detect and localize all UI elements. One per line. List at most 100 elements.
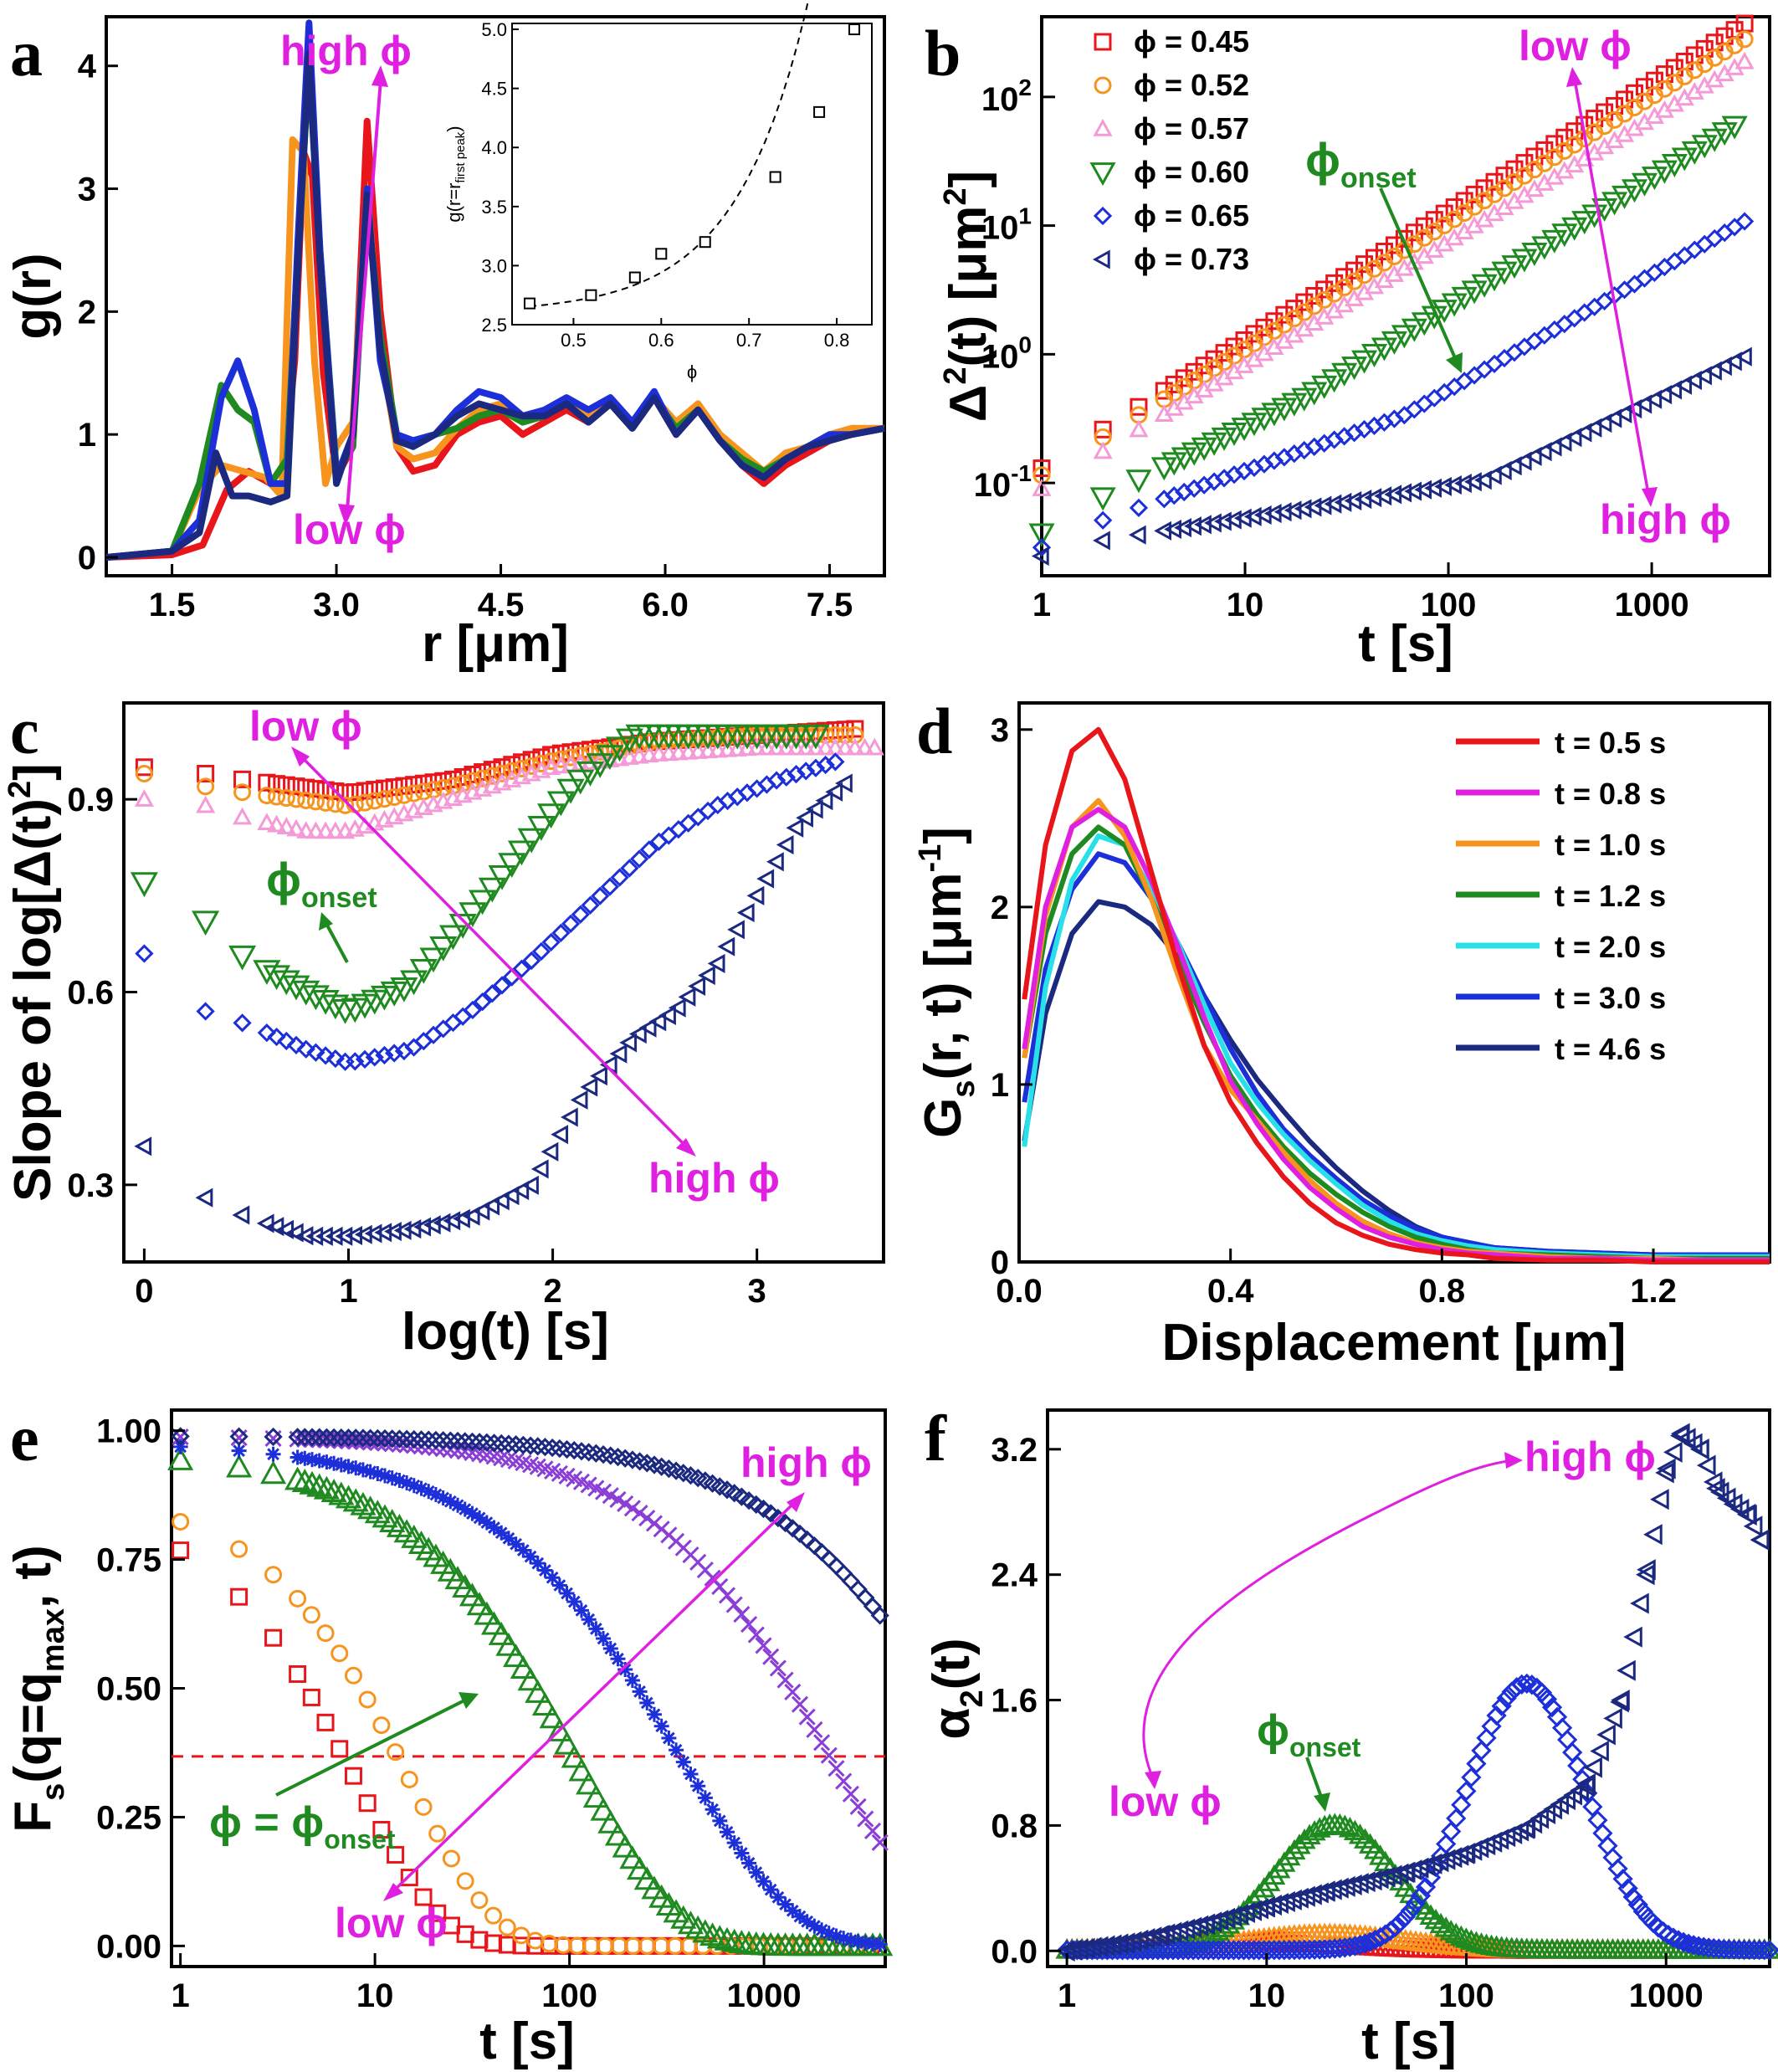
data-point-b-3-51 xyxy=(1631,172,1658,197)
y-axis-label-f: α2(t) xyxy=(923,1638,990,1739)
data-point-e-2-59 xyxy=(692,1919,719,1943)
inset-y-label: g(r=rfirst peak) xyxy=(443,126,468,222)
data-point-e-2-42 xyxy=(568,1757,595,1782)
data-point-f-4-fill-96 xyxy=(1696,1454,1716,1476)
data-point-f-3-59 xyxy=(1355,1933,1376,1954)
data-point-f-3-86 xyxy=(1491,1695,1512,1716)
data-point-e-1-2 xyxy=(264,1566,283,1584)
data-point-e-0-2 xyxy=(264,1628,283,1647)
data-point-e-4-64 xyxy=(733,1606,751,1623)
x-axis-label-a: r [μm] xyxy=(422,615,569,673)
data-point-e-4-80 xyxy=(849,1798,867,1815)
data-point-f-4-fill-35 xyxy=(1289,1887,1309,1909)
data-point-b-5-58 xyxy=(1704,361,1722,381)
legend-marker-b-5 xyxy=(1092,249,1110,269)
x-tick-label-f-3: 1000 xyxy=(1629,1977,1704,2014)
data-point-e-2-11 xyxy=(342,1488,369,1512)
data-point-f-4-fill-20 xyxy=(1189,1915,1209,1936)
data-point-b-3-20 xyxy=(1321,369,1348,393)
data-point-c-0-6 xyxy=(287,777,305,796)
annotation-low-phi-e: low ϕ xyxy=(335,1900,448,1946)
data-point-c-1-3 xyxy=(258,787,276,805)
data-point-f-4-fill-33 xyxy=(1276,1890,1295,1912)
data-point-e-3-76 xyxy=(821,1926,837,1941)
data-point-e-2-1 xyxy=(226,1454,253,1478)
data-point-f-2-40 xyxy=(1258,1870,1281,1891)
data-point-f-3-138 xyxy=(1754,1940,1775,1961)
data-point-c-2-54 xyxy=(756,737,776,756)
data-point-e-3-56 xyxy=(675,1754,691,1770)
data-point-b-5-41 xyxy=(1534,442,1552,462)
data-point-e-0-1 xyxy=(230,1587,249,1606)
data-point-e-1-0 xyxy=(172,1512,190,1531)
data-point-c-4-46 xyxy=(679,813,698,833)
data-point-e-3-74 xyxy=(807,1918,822,1934)
data-point-e-5-68 xyxy=(761,1504,781,1523)
data-point-b-3-5 xyxy=(1171,447,1197,471)
data-point-b-4-40 xyxy=(1524,331,1545,351)
x-tick-label-b-2: 100 xyxy=(1421,587,1477,623)
data-point-c-2-55 xyxy=(766,737,787,756)
data-point-e-2-5 xyxy=(299,1470,325,1495)
data-point-c-4-7 xyxy=(296,1039,315,1059)
panel-label-b: b xyxy=(925,17,961,90)
data-point-e-3-67 xyxy=(756,1874,771,1890)
data-point-e-3-11 xyxy=(348,1460,364,1476)
data-point-c-4-57 xyxy=(787,764,806,784)
legend-label-d-4: t = 2.0 s xyxy=(1555,930,1666,964)
data-point-b-4-42 xyxy=(1545,320,1564,340)
data-point-c-4-27 xyxy=(492,976,512,995)
arrowhead-c-up xyxy=(291,746,310,767)
inset-point-6 xyxy=(813,105,826,118)
data-point-f-2-43 xyxy=(1273,1851,1296,1872)
data-point-f-4-fill-56 xyxy=(1429,1851,1449,1873)
data-point-b-0-2 xyxy=(1130,397,1148,416)
data-point-e-2-36 xyxy=(525,1679,551,1703)
data-point-c-2-0 xyxy=(134,789,154,807)
data-point-b-0-0 xyxy=(1032,459,1051,478)
data-point-c-5-46 xyxy=(678,987,696,1007)
data-point-c-3-35 xyxy=(566,769,595,795)
annotation-low-phi-b: low ϕ xyxy=(1519,23,1632,69)
arrowhead-f-down xyxy=(1145,1771,1161,1789)
data-point-b-3-27 xyxy=(1391,325,1417,349)
y-axis-label-e: Fs(q=qmax, t) xyxy=(4,1545,71,1832)
inset-point-4 xyxy=(699,236,711,249)
data-point-f-2-72 xyxy=(1419,1904,1442,1925)
data-point-c-4-3 xyxy=(257,1023,276,1043)
data-point-e-5-11 xyxy=(346,1428,366,1448)
data-point-b-3-23 xyxy=(1351,350,1378,374)
data-point-f-3-91 xyxy=(1516,1673,1537,1695)
y-tick-label-d-2: 2 xyxy=(991,890,1009,926)
data-point-e-3-63 xyxy=(726,1835,742,1851)
data-point-e-3-32 xyxy=(500,1531,516,1546)
data-point-f-4-fill-57 xyxy=(1436,1849,1456,1870)
arrowhead-a-down xyxy=(338,504,355,526)
data-point-e-3-72 xyxy=(792,1909,807,1925)
data-point-e-3-27 xyxy=(464,1505,480,1521)
data-point-f-4-fill-15 xyxy=(1155,1923,1176,1945)
data-point-f-4-fill-41 xyxy=(1330,1877,1349,1899)
data-point-c-3-22 xyxy=(438,925,468,951)
y-tick-label-e-1: 0.25 xyxy=(96,1799,161,1836)
data-point-c-3-4 xyxy=(263,965,291,991)
data-point-c-5-2 xyxy=(232,1205,250,1225)
data-point-b-4-33 xyxy=(1455,372,1474,391)
data-point-f-4-fill-21 xyxy=(1196,1913,1216,1935)
data-point-c-5-1 xyxy=(195,1187,213,1208)
data-point-f-3-60 xyxy=(1360,1931,1381,1952)
data-point-e-5-36 xyxy=(528,1437,547,1456)
data-point-c-5-51 xyxy=(727,920,745,940)
data-point-f-2-79 xyxy=(1454,1927,1478,1948)
series-line-a-2 xyxy=(105,62,885,561)
data-point-c-2-48 xyxy=(698,741,718,759)
data-point-b-3-0 xyxy=(1028,523,1055,547)
data-point-c-3-30 xyxy=(517,828,546,854)
plot-frame-d xyxy=(1017,701,1771,1264)
data-point-c-3-0 xyxy=(130,872,158,898)
data-point-f-2-74 xyxy=(1429,1912,1453,1934)
data-point-e-3-31 xyxy=(494,1525,510,1541)
data-point-f-4-fill-77 xyxy=(1570,1779,1589,1801)
data-point-e-2-12 xyxy=(350,1491,377,1516)
data-point-e-3-45 xyxy=(596,1630,612,1646)
